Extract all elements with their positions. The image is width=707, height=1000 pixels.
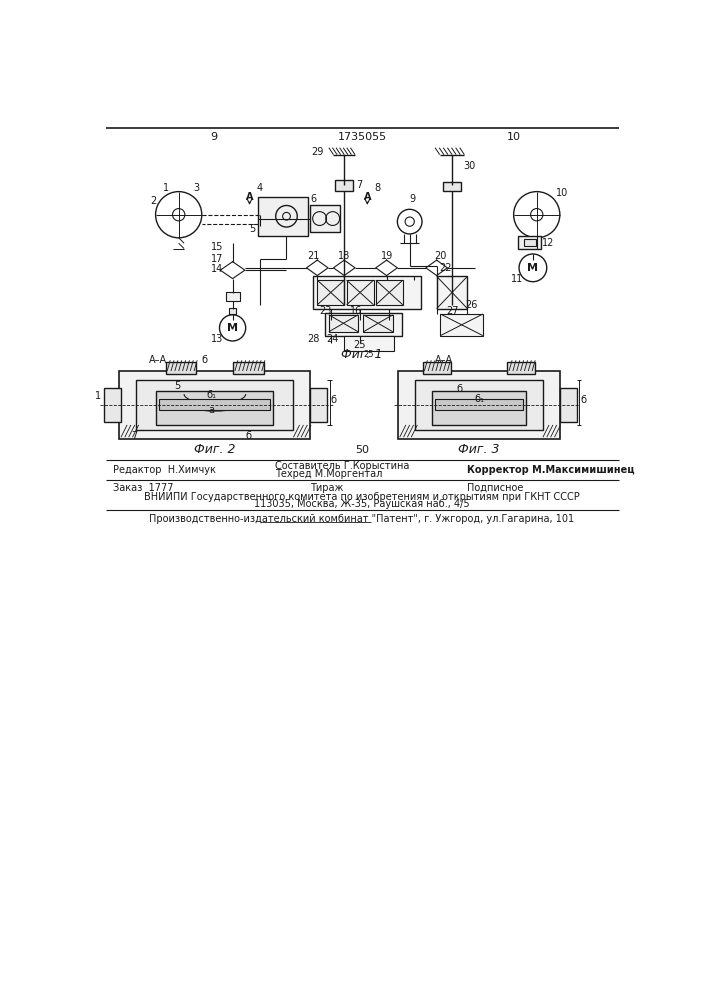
Bar xyxy=(119,371,310,439)
Bar xyxy=(160,399,270,410)
Text: Корректор М.Максимишинец: Корректор М.Максимишинец xyxy=(467,465,635,475)
Text: 14: 14 xyxy=(211,264,223,274)
Text: 7: 7 xyxy=(132,431,138,441)
Bar xyxy=(524,239,536,246)
Text: 15: 15 xyxy=(211,242,223,252)
Text: 21: 21 xyxy=(308,251,320,261)
Text: M: M xyxy=(227,323,238,333)
Text: 22: 22 xyxy=(440,263,452,273)
Text: A: A xyxy=(246,192,253,202)
Text: 4: 4 xyxy=(257,183,262,193)
Bar xyxy=(104,388,121,422)
Text: 26: 26 xyxy=(465,300,477,310)
Bar xyxy=(518,235,542,249)
Text: 50: 50 xyxy=(355,445,369,455)
Bar xyxy=(437,276,467,309)
Text: Фиг. 3: Фиг. 3 xyxy=(458,443,500,456)
Text: 10: 10 xyxy=(507,132,520,142)
Bar xyxy=(325,312,402,336)
Text: Техред М.Моргентал: Техред М.Моргентал xyxy=(275,469,382,479)
Text: б₁: б₁ xyxy=(207,390,217,400)
Text: 9: 9 xyxy=(210,132,217,142)
Text: 13: 13 xyxy=(211,334,223,344)
Bar xyxy=(440,314,483,336)
Bar xyxy=(344,336,395,351)
Bar xyxy=(376,280,403,305)
Text: 27: 27 xyxy=(446,306,458,316)
Text: Фиг. 1: Фиг. 1 xyxy=(341,348,382,361)
Text: б₁: б₁ xyxy=(474,394,484,404)
Bar xyxy=(317,280,344,305)
Bar xyxy=(258,197,308,235)
Bar xyxy=(363,315,393,332)
Text: 8: 8 xyxy=(374,183,380,193)
Text: б: б xyxy=(246,431,252,441)
Bar xyxy=(443,182,461,191)
Text: 5: 5 xyxy=(174,381,180,391)
Text: 12: 12 xyxy=(542,238,554,248)
Bar xyxy=(415,380,543,430)
Bar xyxy=(165,362,197,374)
Text: Заказ  1777: Заказ 1777 xyxy=(113,483,174,493)
Text: б: б xyxy=(580,395,586,405)
Text: 113035, Москва, Ж-35, Раушская наб., 4/5: 113035, Москва, Ж-35, Раушская наб., 4/5 xyxy=(254,499,469,509)
Text: б: б xyxy=(330,395,337,405)
Text: 5: 5 xyxy=(249,224,255,234)
Bar xyxy=(423,362,450,374)
Bar xyxy=(508,362,535,374)
Bar xyxy=(136,380,293,430)
Text: 23: 23 xyxy=(319,306,331,316)
Text: 2: 2 xyxy=(150,196,156,206)
Text: Фиг. 2: Фиг. 2 xyxy=(194,443,235,456)
Text: ВНИИПИ Государственного комитета по изобретениям и открытиям при ГКНТ СССР: ВНИИПИ Государственного комитета по изоб… xyxy=(144,492,580,502)
Text: A: A xyxy=(363,192,371,202)
Text: 24: 24 xyxy=(327,334,339,344)
Text: 18: 18 xyxy=(338,251,351,261)
Text: 9: 9 xyxy=(409,194,415,204)
Text: 7: 7 xyxy=(356,180,363,190)
Text: 19: 19 xyxy=(380,251,392,261)
Text: Производственно-издательский комбинат "Патент", г. Ужгород, ул.Гагарина, 101: Производственно-издательский комбинат "П… xyxy=(149,514,575,524)
Text: Редактор  Н.Химчук: Редактор Н.Химчук xyxy=(113,465,216,475)
Text: б: б xyxy=(201,355,207,365)
Text: 3: 3 xyxy=(193,183,199,193)
Text: 1: 1 xyxy=(95,391,101,401)
Text: А–А: А–А xyxy=(436,355,453,365)
Text: 30: 30 xyxy=(464,161,476,171)
Bar xyxy=(329,315,358,332)
Bar xyxy=(398,371,560,439)
Bar xyxy=(335,180,354,191)
Text: M: M xyxy=(527,263,539,273)
Text: 6: 6 xyxy=(310,194,317,204)
Text: А–А: А–А xyxy=(149,355,167,365)
Text: 16: 16 xyxy=(350,306,362,316)
Text: 1: 1 xyxy=(163,183,169,193)
Text: 29: 29 xyxy=(311,147,324,157)
Text: 28: 28 xyxy=(308,334,320,344)
Bar xyxy=(560,388,577,422)
Text: а: а xyxy=(209,405,215,415)
Bar xyxy=(313,276,421,309)
Bar xyxy=(432,391,526,425)
Text: 25: 25 xyxy=(363,350,374,359)
Bar xyxy=(233,362,264,374)
Text: 1735055: 1735055 xyxy=(337,132,387,142)
Text: Тираж: Тираж xyxy=(310,483,343,493)
Bar xyxy=(346,280,373,305)
Text: Составитель Г.Корыстина: Составитель Г.Корыстина xyxy=(275,461,409,471)
Bar xyxy=(226,292,240,301)
Bar xyxy=(310,388,327,422)
Bar xyxy=(229,308,236,314)
Text: 11: 11 xyxy=(511,274,524,284)
Text: б: б xyxy=(457,384,463,394)
Text: 10: 10 xyxy=(556,188,568,198)
Bar xyxy=(310,205,340,232)
Text: 20: 20 xyxy=(434,251,447,261)
Text: 17: 17 xyxy=(211,254,223,264)
Bar xyxy=(435,399,523,410)
Text: Подписное: Подписное xyxy=(467,483,524,493)
Text: 25: 25 xyxy=(354,340,366,350)
Bar xyxy=(156,391,274,425)
